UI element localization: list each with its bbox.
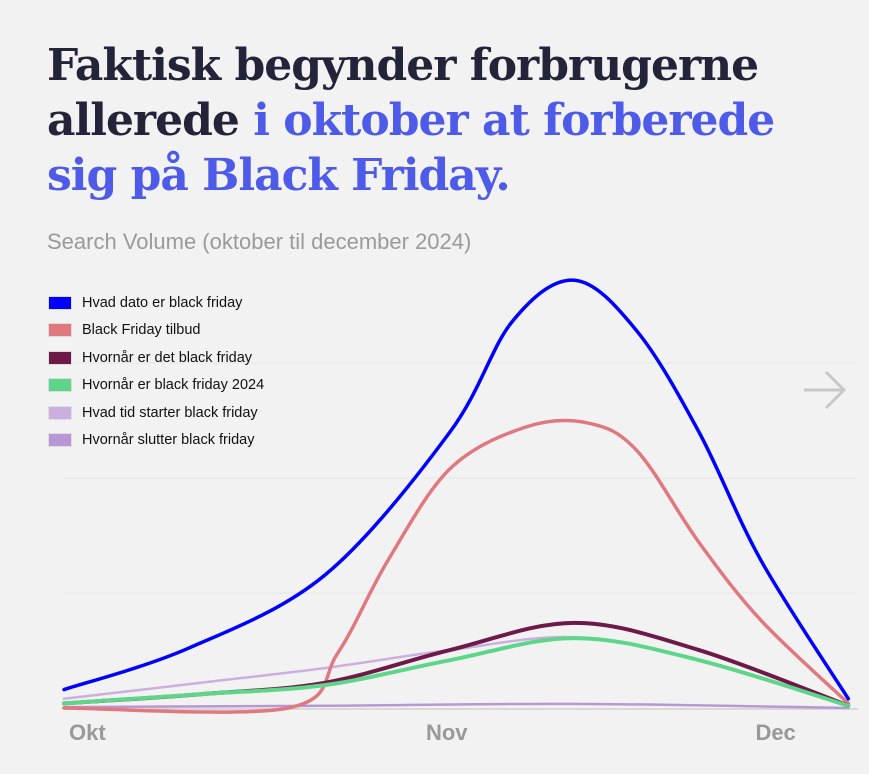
legend-item[interactable]: Hvornår er det black friday: [48, 344, 264, 372]
legend-label: Black Friday tilbud: [82, 322, 201, 339]
legend: Hvad dato er black friday Black Friday ti…: [48, 289, 264, 454]
series-line-1: [62, 418, 851, 714]
series-line-5: [62, 702, 850, 710]
legend-label: Hvad tid starter black friday: [82, 404, 258, 421]
x-tick-label: Okt: [69, 720, 106, 745]
legend-swatch: [48, 405, 72, 420]
x-tick-label: Dec: [755, 720, 795, 745]
legend-swatch: [48, 350, 72, 365]
legend-swatch: [48, 378, 72, 393]
legend-swatch: [48, 433, 72, 448]
series-line-2: [62, 620, 851, 708]
chart-subtitle: Search Volume (oktober til december 2024…: [47, 229, 472, 254]
title-part1: Faktisk begynder forbrugerne allerede: [47, 40, 759, 146]
x-tick-label: Nov: [426, 720, 468, 745]
page-title: Faktisk begynder forbrugerne allerede i …: [47, 38, 847, 203]
series-line-0: [62, 278, 851, 701]
legend-item[interactable]: Hvornår slutter black friday: [48, 427, 264, 455]
legend-item[interactable]: Hvornår er black friday 2024: [48, 372, 264, 400]
next-arrow-icon[interactable]: [800, 365, 850, 420]
legend-item[interactable]: Hvad tid starter black friday: [48, 399, 264, 427]
series-line-3: [62, 636, 851, 708]
legend-swatch: [48, 295, 72, 310]
legend-label: Hvornår er det black friday: [82, 349, 253, 366]
legend-label: Hvornår slutter black friday: [82, 432, 255, 449]
legend-label: Hvad dato er black friday: [82, 294, 243, 311]
legend-item[interactable]: Hvad dato er black friday: [48, 289, 264, 317]
title-highlight: i oktober at forberede sig på Black Frid…: [47, 95, 775, 201]
legend-label: Hvornår er black friday 2024: [82, 377, 265, 394]
legend-item[interactable]: Black Friday tilbud: [48, 317, 264, 345]
legend-swatch: [48, 323, 72, 338]
